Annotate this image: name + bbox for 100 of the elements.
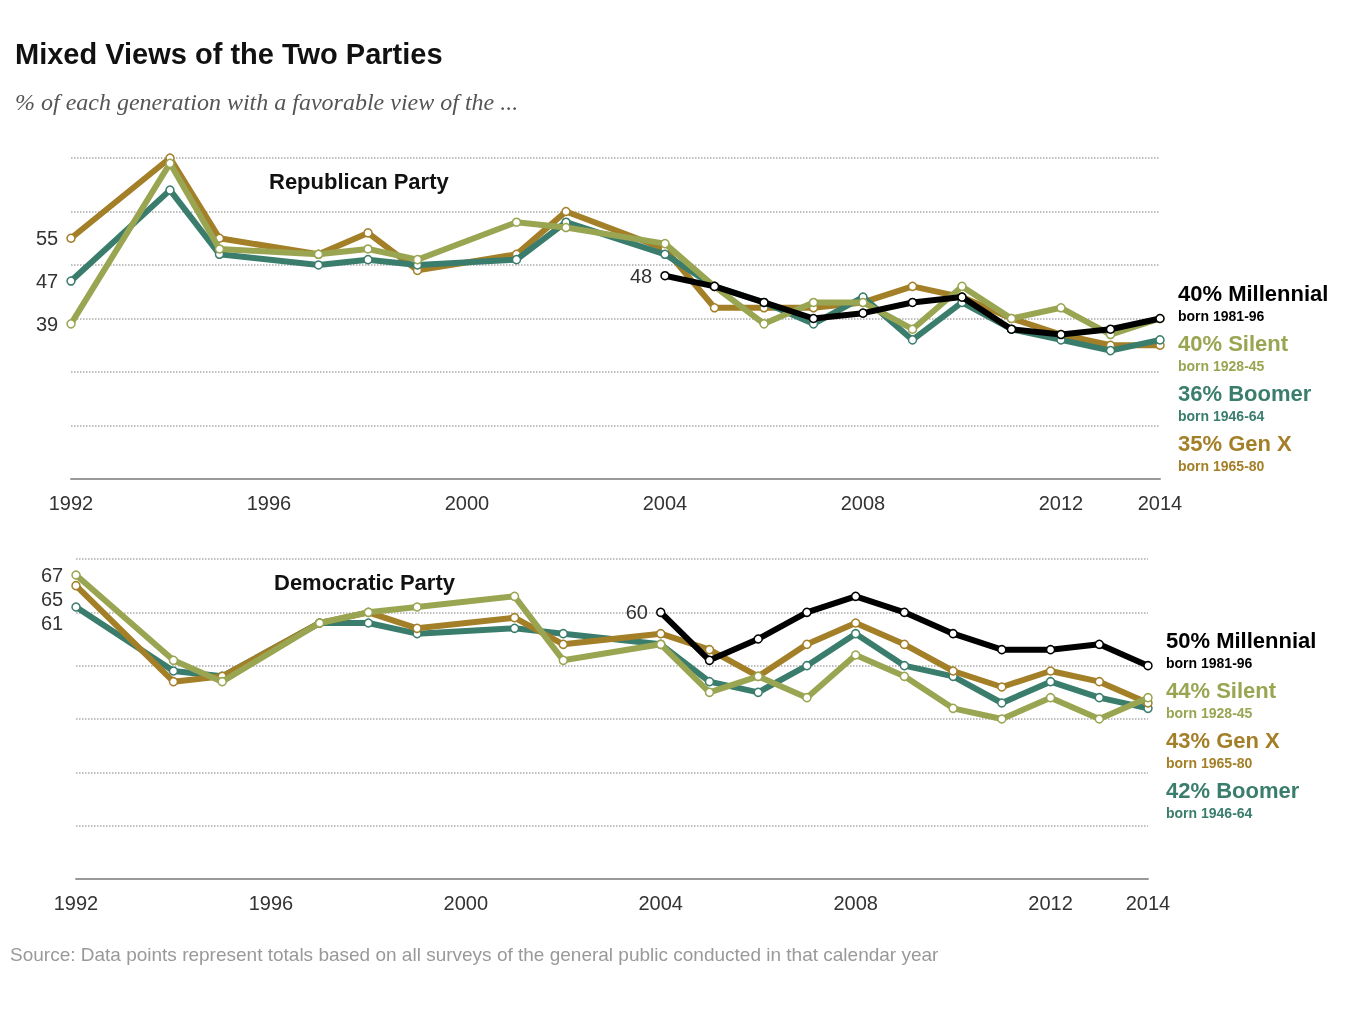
point xyxy=(850,591,861,602)
point xyxy=(412,602,422,612)
point xyxy=(168,676,179,687)
point xyxy=(1143,660,1153,671)
data-label: 61 xyxy=(41,612,64,634)
point xyxy=(660,270,670,281)
point xyxy=(704,644,715,655)
point xyxy=(66,319,76,329)
text: 36% Boomer xyxy=(1178,381,1312,406)
point xyxy=(1105,345,1116,356)
data-label: 48 xyxy=(630,264,653,287)
point xyxy=(899,639,910,650)
point xyxy=(363,228,373,238)
point xyxy=(660,249,670,260)
point xyxy=(704,676,715,687)
x-tick-label: 2014 xyxy=(1137,492,1183,514)
text: born 1928-45 xyxy=(1178,357,1265,374)
point xyxy=(1056,303,1066,313)
point xyxy=(168,655,179,666)
x-tick-label: 2012 xyxy=(1038,492,1084,514)
point xyxy=(561,206,571,217)
chart-subtitle: % of each generation with a favorable view of the ... xyxy=(15,89,519,115)
x-tick-label: 1992 xyxy=(48,492,94,514)
point xyxy=(655,607,666,618)
point xyxy=(709,303,720,313)
text: born 1965-80 xyxy=(1178,457,1265,474)
x-tick-label: 1996 xyxy=(246,492,292,514)
point xyxy=(1105,324,1116,334)
text: 44% Silent xyxy=(1166,678,1277,704)
point xyxy=(509,612,520,623)
text: born 1981-96 xyxy=(1166,654,1253,671)
text: 43% Gen X xyxy=(1166,728,1280,754)
point xyxy=(1045,676,1056,687)
point xyxy=(802,660,812,671)
point xyxy=(509,591,520,602)
point xyxy=(850,650,861,660)
text: 50% Millennial xyxy=(1166,628,1317,654)
point xyxy=(71,602,81,612)
annotation: Democratic Party xyxy=(274,569,456,595)
point xyxy=(850,618,861,628)
text: 35% Gen X xyxy=(1178,431,1292,456)
point xyxy=(704,687,715,698)
point xyxy=(997,714,1007,724)
text: 40% Millennial xyxy=(1178,281,1329,306)
data-label: 47 xyxy=(36,270,59,293)
point xyxy=(948,703,958,714)
point xyxy=(66,233,76,243)
point xyxy=(558,655,569,666)
point xyxy=(899,607,910,618)
point xyxy=(1045,644,1056,655)
point xyxy=(808,313,819,324)
x-tick-label: 2012 xyxy=(1028,892,1073,914)
text: born 1928-45 xyxy=(1166,704,1253,721)
point xyxy=(858,308,868,318)
text: born 1965-80 xyxy=(1166,754,1253,771)
text: 40% Silent xyxy=(1178,331,1289,356)
x-tick-label: 2000 xyxy=(444,492,490,514)
x-tick-label: 1992 xyxy=(53,892,99,914)
point xyxy=(511,217,522,227)
point xyxy=(511,254,522,265)
point xyxy=(1155,335,1165,345)
point xyxy=(1143,692,1153,703)
point xyxy=(753,687,763,698)
point xyxy=(168,666,179,676)
point xyxy=(71,570,81,580)
point xyxy=(363,254,373,265)
point xyxy=(802,607,812,618)
point xyxy=(997,644,1007,655)
point xyxy=(850,628,861,639)
point xyxy=(948,628,958,639)
point xyxy=(1045,692,1056,703)
point xyxy=(558,639,569,650)
point xyxy=(363,244,373,254)
point xyxy=(948,666,958,676)
text: born 1946-64 xyxy=(1178,407,1265,424)
point xyxy=(802,639,812,650)
point xyxy=(1094,639,1105,650)
point xyxy=(66,276,76,286)
chart-title: Mixed Views of the Two Parties xyxy=(15,37,443,70)
point xyxy=(165,185,175,195)
data-label: 65 xyxy=(41,588,64,610)
point xyxy=(802,692,812,703)
x-tick-label: 2000 xyxy=(443,892,489,914)
point xyxy=(1094,676,1105,687)
point xyxy=(313,260,324,270)
x-tick-label: 2014 xyxy=(1125,892,1171,914)
text: born 1946-64 xyxy=(1166,804,1253,821)
point xyxy=(899,671,910,682)
point xyxy=(412,254,423,265)
point xyxy=(753,634,763,644)
point xyxy=(907,324,918,334)
point xyxy=(957,281,967,292)
point xyxy=(1094,714,1105,724)
point xyxy=(509,623,520,634)
point xyxy=(214,244,225,254)
point xyxy=(997,682,1007,692)
point xyxy=(907,281,918,292)
x-tick-label: 2004 xyxy=(638,892,683,914)
data-label: 60 xyxy=(625,601,648,624)
point xyxy=(217,676,227,687)
